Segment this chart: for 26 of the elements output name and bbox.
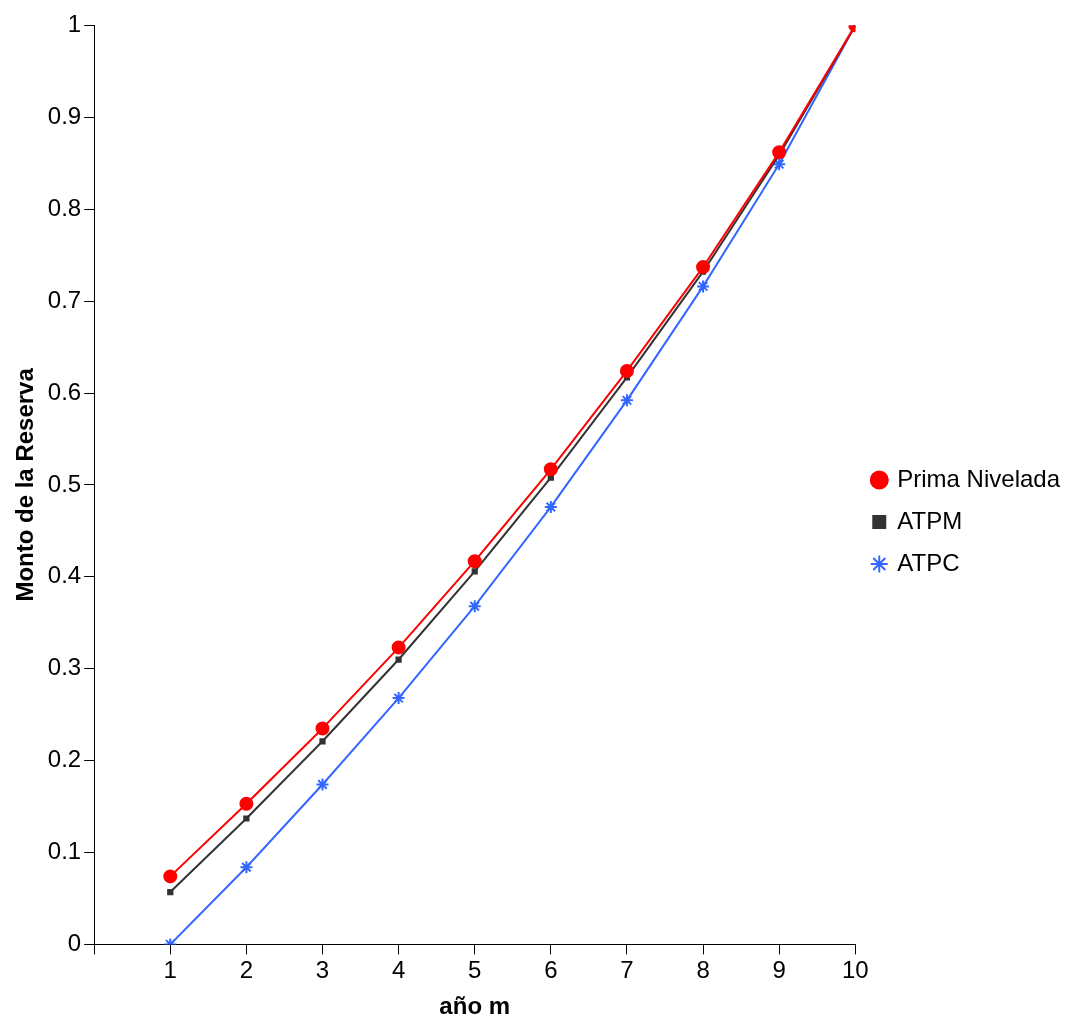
x-tick-label: 9	[772, 956, 786, 984]
y-tick-label: 0.4	[47, 561, 82, 589]
x-tick-label: 7	[620, 956, 634, 984]
y-tick-label: 1	[67, 10, 82, 38]
y-tick-label: 0.6	[47, 377, 82, 405]
x-tick-label: 2	[239, 956, 254, 984]
y-tick-label: 0.8	[47, 193, 82, 221]
legend-label: Prima Nivelada	[897, 464, 1061, 492]
x-tick-label: 6	[544, 956, 558, 984]
y-tick-label: 0.7	[47, 285, 82, 313]
y-tick-label: 0.2	[47, 745, 82, 773]
x-axis-title: año m	[439, 992, 511, 1020]
y-tick-label: 0.1	[47, 837, 82, 865]
x-tick-label: 8	[696, 956, 710, 984]
x-tick-label: 5	[468, 956, 482, 984]
y-tick-label: 0.5	[47, 469, 82, 497]
x-tick-label: 3	[315, 956, 330, 984]
legend-label: ATPC	[897, 548, 960, 576]
y-tick-label: 0.9	[47, 101, 82, 129]
x-tick-label: 1	[163, 956, 177, 984]
x-tick-label: 4	[391, 956, 406, 984]
y-tick-label: 0.3	[47, 653, 82, 681]
legend-label: ATPM	[897, 506, 963, 534]
y-tick-label: 0	[67, 929, 82, 957]
y-axis-title: Monto de la Reserva	[11, 367, 39, 602]
x-tick-label: 10	[841, 956, 869, 984]
